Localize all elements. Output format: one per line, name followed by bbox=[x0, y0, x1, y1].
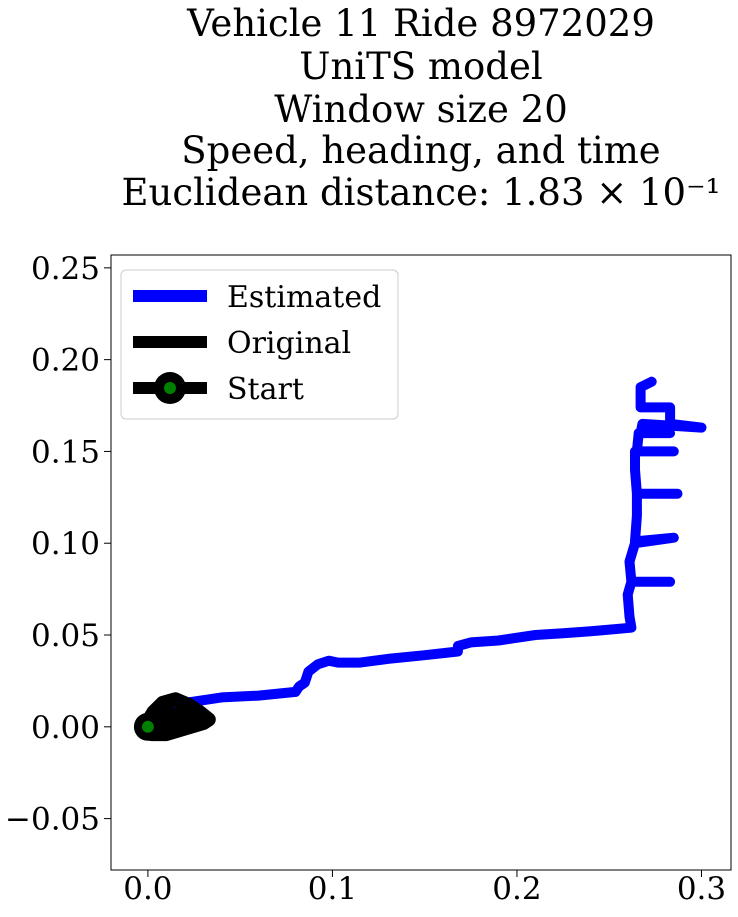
title-line: Vehicle 11 Ride 8972029 bbox=[186, 2, 655, 45]
legend: Estimated Original Start bbox=[120, 269, 399, 420]
y-tick-label: 0.00 bbox=[31, 710, 100, 746]
x-tick-label: 0.0 bbox=[123, 871, 172, 907]
x-axis: 0.0 0.1 0.2 0.3 bbox=[123, 870, 726, 907]
legend-label-original: Original bbox=[227, 326, 351, 361]
y-tick-label: 0.20 bbox=[31, 343, 100, 379]
legend-marker bbox=[164, 382, 176, 394]
legend-label-start: Start bbox=[227, 372, 304, 407]
y-tick-label: −0.05 bbox=[5, 802, 100, 838]
x-tick-label: 0.3 bbox=[677, 871, 726, 907]
title-line: UniTS model bbox=[299, 45, 542, 88]
legend-box bbox=[120, 269, 399, 420]
y-axis: −0.05 0.00 0.05 0.10 0.15 0.20 0.25 bbox=[5, 251, 111, 838]
series-estimated-line bbox=[161, 376, 707, 723]
title-line: Euclidean distance: 1.83 × 10⁻¹ bbox=[122, 171, 721, 214]
series-original-line bbox=[140, 692, 216, 742]
y-tick-label: 0.10 bbox=[31, 526, 100, 562]
y-tick-label: 0.05 bbox=[31, 618, 100, 654]
title-line: Speed, heading, and time bbox=[181, 129, 660, 172]
y-tick-label: 0.25 bbox=[31, 251, 100, 287]
title-line: Window size 20 bbox=[274, 88, 568, 131]
y-tick-label: 0.15 bbox=[31, 434, 100, 470]
legend-label-estimated: Estimated bbox=[227, 280, 381, 315]
plot-frame bbox=[110, 254, 732, 871]
x-tick-label: 0.1 bbox=[308, 871, 357, 907]
x-tick-label: 0.2 bbox=[492, 871, 541, 907]
start-marker bbox=[141, 720, 154, 733]
series-layer bbox=[133, 376, 707, 742]
